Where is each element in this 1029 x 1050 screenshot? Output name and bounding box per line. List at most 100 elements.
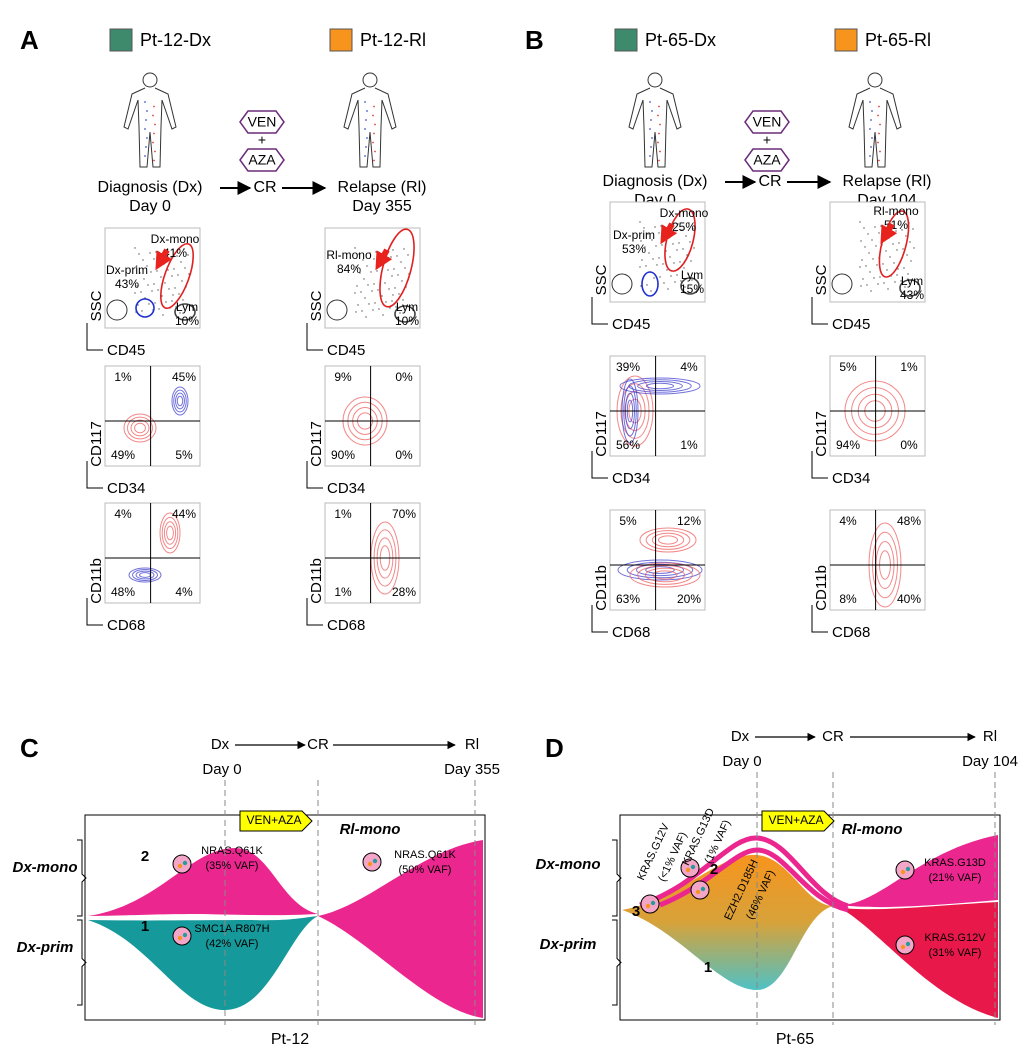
event-dot — [876, 264, 878, 266]
treatment-label: VEN+AZA — [768, 813, 823, 827]
event-dot — [172, 249, 174, 251]
drug-label: VEN — [753, 114, 782, 130]
timeline-label: CR — [822, 728, 844, 745]
timeline-label: Dx — [211, 736, 230, 753]
event-dot — [402, 299, 404, 301]
axis-bracket — [306, 598, 323, 626]
quadrant-pct: 44% — [172, 507, 196, 521]
event-dot — [381, 295, 383, 297]
event-dot — [366, 265, 368, 267]
event-dot — [872, 258, 874, 260]
contour — [135, 570, 155, 580]
panel-letter: C — [20, 733, 39, 763]
event-dot — [355, 266, 357, 268]
quadrant-pct: 28% — [392, 585, 416, 599]
event-dot — [359, 272, 361, 274]
clone-icon — [895, 935, 915, 955]
head — [142, 72, 158, 88]
gate — [680, 277, 700, 295]
axis-bracket — [86, 598, 103, 626]
event-dot — [661, 244, 663, 246]
quadrant-pct: 1% — [900, 360, 918, 374]
event-dot — [888, 237, 890, 239]
event-dot — [167, 269, 169, 271]
quadrant-pct: 40% — [897, 592, 921, 606]
gate-label: Lym — [681, 268, 703, 282]
event-dot — [662, 263, 664, 265]
gate — [641, 271, 659, 297]
cell-dot — [650, 146, 652, 148]
quadrant-pct: 45% — [172, 370, 196, 384]
event-dot — [689, 241, 691, 243]
clone-dot — [900, 869, 906, 875]
event-dot — [690, 260, 692, 262]
event-dot — [176, 255, 178, 257]
quadrant-pct: 8% — [839, 592, 857, 606]
drug-label: AZA — [248, 152, 276, 168]
event-dot — [180, 261, 182, 263]
clone-icon — [680, 858, 700, 878]
event-dot — [651, 239, 653, 241]
cell-dot — [879, 123, 881, 126]
event-dot — [901, 229, 903, 231]
event-dot — [670, 275, 672, 277]
cell-dot — [145, 119, 147, 121]
flow-plot — [104, 365, 201, 467]
contour — [166, 525, 174, 541]
cell-dot — [373, 132, 375, 135]
timeline-label: Rl — [465, 736, 479, 753]
event-dot — [865, 265, 867, 267]
event-dot — [652, 258, 654, 260]
event-dot — [909, 241, 911, 243]
contour — [171, 386, 189, 416]
contour — [159, 512, 181, 554]
clone-region — [840, 835, 998, 908]
row-label: Dx-mono — [13, 859, 78, 876]
gate-arrow — [660, 222, 678, 245]
event-dot — [885, 250, 887, 252]
gate-pct: 10% — [175, 314, 199, 328]
event-dot — [357, 304, 359, 306]
event-dot — [404, 267, 406, 269]
clone-icon — [362, 852, 382, 872]
event-dot — [171, 275, 173, 277]
event-dot — [666, 269, 668, 271]
cell-dot — [658, 105, 660, 108]
contour — [644, 567, 686, 583]
drug-hexagon — [744, 148, 790, 172]
brace — [612, 919, 622, 1006]
event-dot — [650, 290, 652, 292]
cell-dot — [877, 114, 879, 117]
event-dot — [673, 262, 675, 264]
head — [362, 72, 378, 88]
quadrant-pct: 70% — [392, 507, 416, 521]
event-dot — [173, 268, 175, 270]
torso — [848, 87, 902, 168]
event-dot — [902, 248, 904, 250]
event-dot — [160, 276, 162, 278]
cell-dot — [871, 110, 873, 112]
head — [867, 72, 883, 88]
event-dot — [371, 290, 373, 292]
body-icon — [123, 72, 177, 168]
contour — [619, 377, 701, 395]
day-label: Day 355 — [352, 198, 412, 215]
cell-dot — [365, 119, 367, 121]
swatch-dx — [614, 28, 638, 52]
event-dot — [373, 283, 375, 285]
event-dot — [641, 259, 643, 261]
quadrant-pct: 4% — [114, 507, 132, 521]
clone-dot — [182, 860, 188, 866]
mutation-label: KRAS.G12V — [924, 932, 986, 944]
event-dot — [403, 248, 405, 250]
event-dot — [668, 237, 670, 239]
event-dot — [647, 233, 649, 235]
timeline-label: CR — [758, 173, 781, 190]
cell-dot — [144, 101, 146, 103]
event-dot — [168, 288, 170, 290]
y-axis-label: SSC — [593, 264, 610, 295]
event-dot — [157, 289, 159, 291]
event-dot — [645, 265, 647, 267]
event-dot — [354, 292, 356, 294]
